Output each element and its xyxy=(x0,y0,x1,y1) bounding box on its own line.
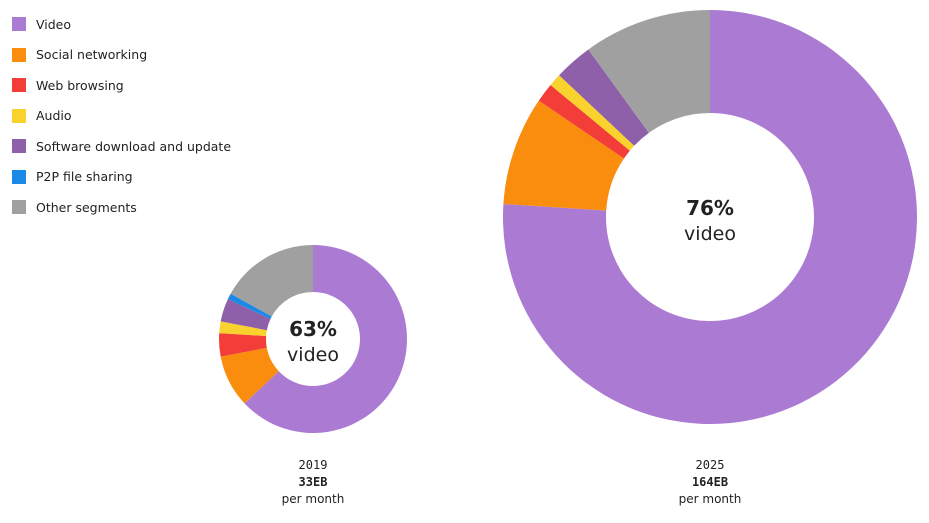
donut-2025-center-value: 76% xyxy=(686,196,734,220)
legend-item-software-download: Software download and update xyxy=(12,131,231,162)
legend-item-web-browsing: Web browsing xyxy=(12,70,231,101)
legend-label: Audio xyxy=(36,108,72,124)
legend: Video Social networking Web browsing Aud… xyxy=(12,9,231,223)
slice-2025-audio xyxy=(550,75,635,151)
legend-label: Other segments xyxy=(36,199,137,215)
slice-2025-software-download-and-update xyxy=(559,49,649,146)
slice-2019-p2p-file-sharing xyxy=(227,293,272,319)
legend-item-social-networking: Social networking xyxy=(12,40,231,71)
slice-2025-video xyxy=(503,10,917,424)
caption-total: 164EB xyxy=(691,475,729,489)
slice-2019-audio xyxy=(219,321,267,337)
caption-unit: per month xyxy=(281,492,345,506)
legend-label: Web browsing xyxy=(36,77,124,93)
caption-year: 2019 xyxy=(298,458,328,472)
legend-swatch xyxy=(12,17,26,32)
caption-2019: 2019 33EB per month xyxy=(243,457,383,508)
legend-label: Software download and update xyxy=(36,138,232,154)
caption-year: 2025 xyxy=(695,458,725,472)
legend-item-p2p-file-sharing: P2P file sharing xyxy=(12,162,231,193)
slice-2025-web-browsing xyxy=(538,85,630,159)
slice-2019-social-networking xyxy=(220,347,279,404)
donut-2025-center-label: video xyxy=(684,223,736,245)
legend-item-audio: Audio xyxy=(12,101,231,132)
slice-2019-software-download-and-update xyxy=(220,298,271,331)
caption-unit: per month xyxy=(678,492,742,506)
caption-total: 33EB xyxy=(298,475,328,489)
slice-2019-other-segments xyxy=(230,245,313,317)
legend-swatch xyxy=(12,169,26,184)
donut-2019-center-label: video xyxy=(287,344,339,366)
legend-label: P2P file sharing xyxy=(36,169,133,185)
legend-label: Social networking xyxy=(36,47,148,63)
legend-swatch xyxy=(12,47,26,62)
donut-chart-2019 xyxy=(219,245,407,433)
caption-2025: 2025 164EB per month xyxy=(640,457,780,508)
donut-2019-center-value: 63% xyxy=(289,317,337,341)
slice-2019-web-browsing xyxy=(219,333,267,357)
donut-chart-2025 xyxy=(503,10,917,424)
legend-item-other-segments: Other segments xyxy=(12,192,231,223)
slice-2019-video xyxy=(244,245,407,433)
legend-swatch xyxy=(12,78,26,93)
slice-2025-other-segments xyxy=(588,10,710,133)
legend-item-video: Video xyxy=(12,9,231,40)
legend-swatch xyxy=(12,139,26,154)
slice-2025-social-networking xyxy=(503,100,624,211)
legend-swatch xyxy=(12,108,26,123)
legend-swatch xyxy=(12,200,26,215)
legend-label: Video xyxy=(36,16,72,32)
